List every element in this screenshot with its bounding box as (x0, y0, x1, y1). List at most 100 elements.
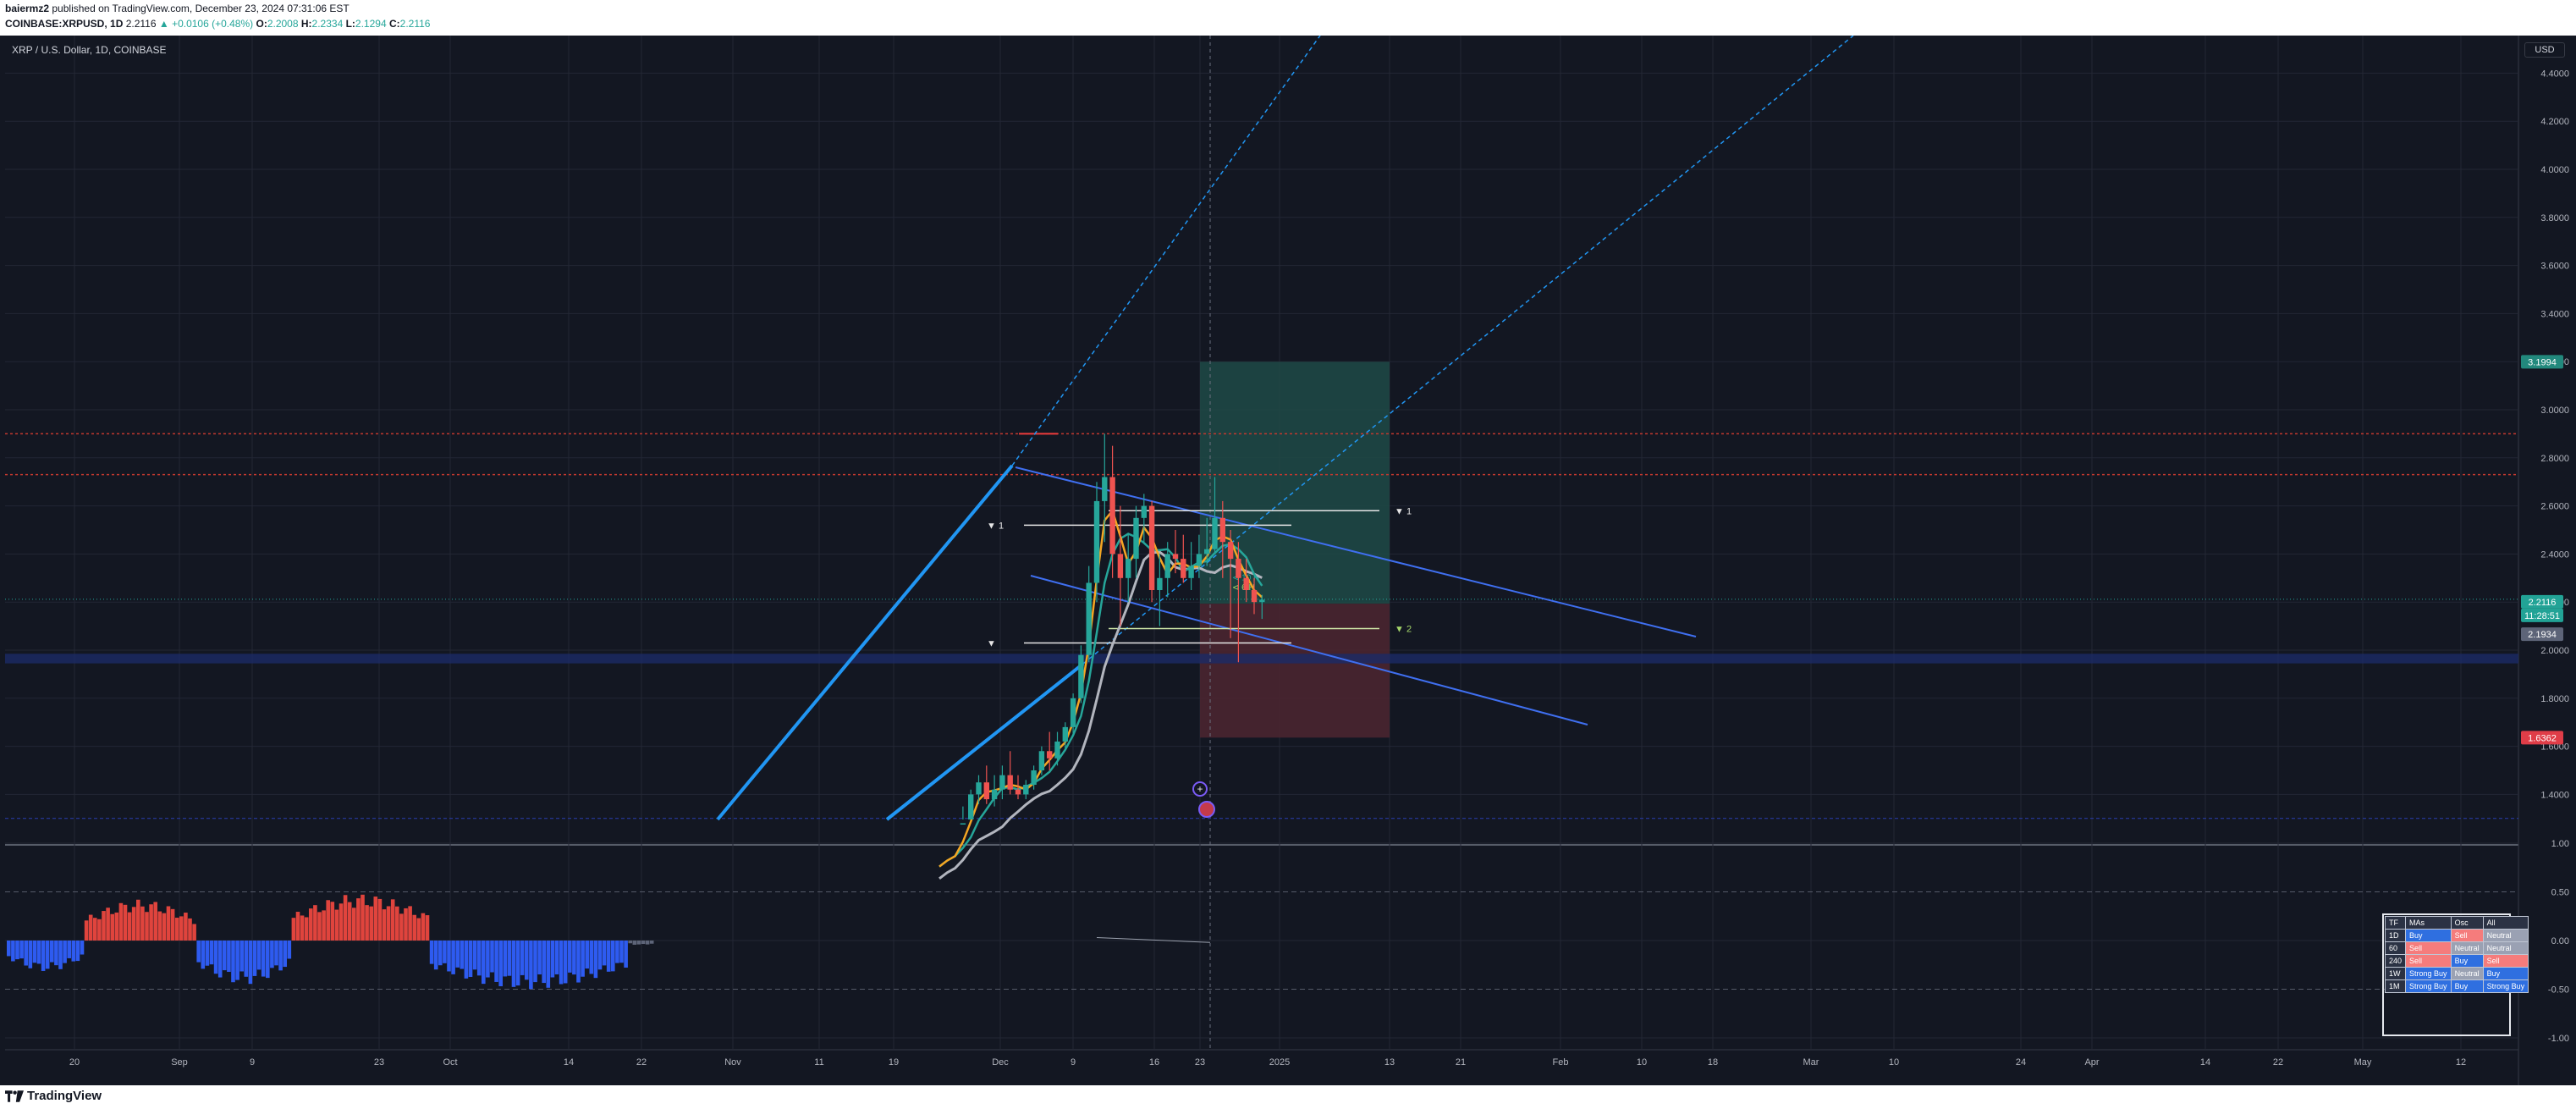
header-tf: TF (2384, 916, 2407, 930)
osc-histogram-bar (283, 941, 287, 968)
marker-label-1-right: ▼ 1 (1395, 506, 1412, 516)
osc-histogram-bar (563, 941, 568, 984)
date-tick-label: 14 (2200, 1057, 2210, 1068)
signal-cell-osc: Neutral (2450, 967, 2484, 980)
long-position-loss-zone[interactable] (1200, 604, 1390, 738)
osc-histogram-bar (433, 941, 438, 970)
osc-tick-label: 0.00 (2551, 936, 2569, 946)
candle-body (960, 823, 966, 825)
tradingview-wordmark: TradingView (27, 1089, 102, 1103)
price-tick-label: 4.4000 (2540, 69, 2569, 79)
signal-cell-all: Strong Buy (2482, 979, 2529, 993)
date-tick-label: 10 (1889, 1057, 1899, 1068)
candle-body (1126, 559, 1131, 578)
osc-histogram-bar (153, 902, 157, 941)
signal-cell-mas: Sell (2405, 941, 2452, 955)
candle-body (991, 789, 998, 800)
candle-body (1181, 559, 1186, 578)
add-event-icon[interactable] (1192, 781, 1208, 797)
osc-histogram-bar (32, 941, 37, 963)
publish-info: baiermz2 published on TradingView.com, D… (5, 3, 350, 14)
osc-histogram-bar (347, 902, 352, 941)
countdown-timer-tag-bg (2521, 608, 2563, 622)
chart-area[interactable]: 20 Sep 9 23 Oct 14 22 Nov 11 19 Dec 9 16 23 2025 13 21 Fe… (0, 36, 2576, 1085)
support-zone[interactable] (5, 654, 2518, 664)
rising-trendline-thick[interactable] (716, 464, 1014, 821)
date-tick-label: Feb (1553, 1057, 1569, 1068)
osc-histogram-bar (537, 941, 542, 975)
candle-body (1212, 517, 1218, 549)
author-name[interactable]: baiermz2 (5, 3, 50, 14)
signal-table-row: 1D Buy Sell Neutral (2384, 929, 2529, 942)
current-price-tag: 2.2116 (2529, 598, 2557, 608)
signal-cell-tf: 1D (2384, 929, 2407, 942)
rising-trendline-projection-2[interactable] (1082, 36, 1854, 665)
low-label: L: (345, 18, 355, 30)
signal-cell-mas: Strong Buy (2405, 979, 2452, 993)
header-osc: Osc (2450, 916, 2484, 930)
osc-histogram-bar (602, 941, 607, 966)
osc-histogram-bar (636, 941, 641, 945)
rising-trendline-thick-2[interactable] (885, 662, 1085, 821)
economic-event-icon[interactable] (1198, 801, 1215, 818)
osc-histogram-bar (223, 941, 227, 971)
signal-cell-tf: 240 (2384, 954, 2407, 968)
price-tick-label: 2.8000 (2540, 454, 2569, 464)
candle-body (1047, 751, 1053, 759)
osc-histogram-bar (63, 941, 67, 963)
osc-histogram-bar (412, 914, 416, 941)
signal-cell-osc: Sell (2450, 929, 2484, 942)
osc-histogram-bar (88, 914, 93, 941)
low-value: 2.1294 (355, 18, 387, 30)
long-position-profit-zone[interactable] (1200, 361, 1390, 604)
candle-body (1109, 477, 1115, 554)
signal-cell-osc: Buy (2450, 979, 2484, 993)
osc-histogram-bar (386, 906, 391, 941)
signal-cell-all: Neutral (2482, 929, 2529, 942)
osc-histogram-bar (511, 941, 516, 987)
tradingview-logo[interactable]: TradingView (5, 1089, 102, 1103)
candle-body (1219, 517, 1225, 543)
chart-canvas[interactable]: 20 Sep 9 23 Oct 14 22 Nov 11 19 Dec 9 16 23 2025 13 21 Fe… (0, 36, 2576, 1085)
price-tick-label: 3.0000 (2540, 406, 2569, 416)
price-tick-label: 2.0000 (2540, 646, 2569, 656)
osc-histogram-bar (274, 941, 278, 966)
osc-histogram-bar (41, 941, 46, 971)
osc-histogram-bar (278, 941, 283, 971)
date-tick-label: Apr (2084, 1057, 2099, 1068)
candle-body (1259, 599, 1265, 603)
osc-histogram-bar (326, 900, 330, 941)
osc-histogram-bar (404, 908, 408, 941)
descending-channel-bottom[interactable] (1030, 575, 1588, 726)
published-text: published on TradingView.com, December 2… (52, 3, 350, 14)
candle-body (1243, 577, 1249, 590)
osc-histogram-bar (244, 941, 249, 977)
descending-channel-top[interactable] (1015, 466, 1697, 637)
signal-table-row: 240 Sell Buy Sell (2384, 954, 2529, 968)
osc-histogram-bar (58, 941, 63, 969)
date-tick-label: 22 (2273, 1057, 2283, 1068)
signal-cell-mas: Buy (2405, 929, 2452, 942)
osc-histogram-bar (252, 941, 257, 976)
osc-histogram-bar (313, 905, 317, 941)
date-tick-label: 24 (2016, 1057, 2026, 1068)
osc-tick-label: 1.00 (2551, 839, 2569, 849)
date-tick-label: 10 (1637, 1057, 1647, 1068)
osc-histogram-bar (438, 941, 443, 966)
osc-histogram-bar (399, 913, 404, 941)
osc-histogram-bar (581, 941, 585, 977)
chart-symbol-title: XRP / U.S. Dollar, 1D, COINBASE (12, 44, 167, 56)
date-tick-label: 13 (1384, 1057, 1395, 1068)
currency-selector[interactable]: USD (2524, 42, 2565, 58)
osc-histogram-bar (628, 941, 632, 944)
osc-histogram-bar (482, 941, 486, 985)
osc-histogram-bar (131, 907, 136, 941)
date-tick-label: 9 (1071, 1057, 1076, 1068)
osc-histogram-bar (408, 906, 412, 941)
osc-histogram-bar (615, 941, 619, 963)
osc-histogram-bar (136, 899, 140, 941)
osc-histogram-bar (330, 902, 335, 941)
symbol-ohlc-line: COINBASE:XRPUSD, 1D 2.2116 ▲ +0.0106 (+0… (5, 18, 430, 30)
candle-body (1102, 477, 1108, 501)
osc-histogram-bar (576, 941, 581, 983)
